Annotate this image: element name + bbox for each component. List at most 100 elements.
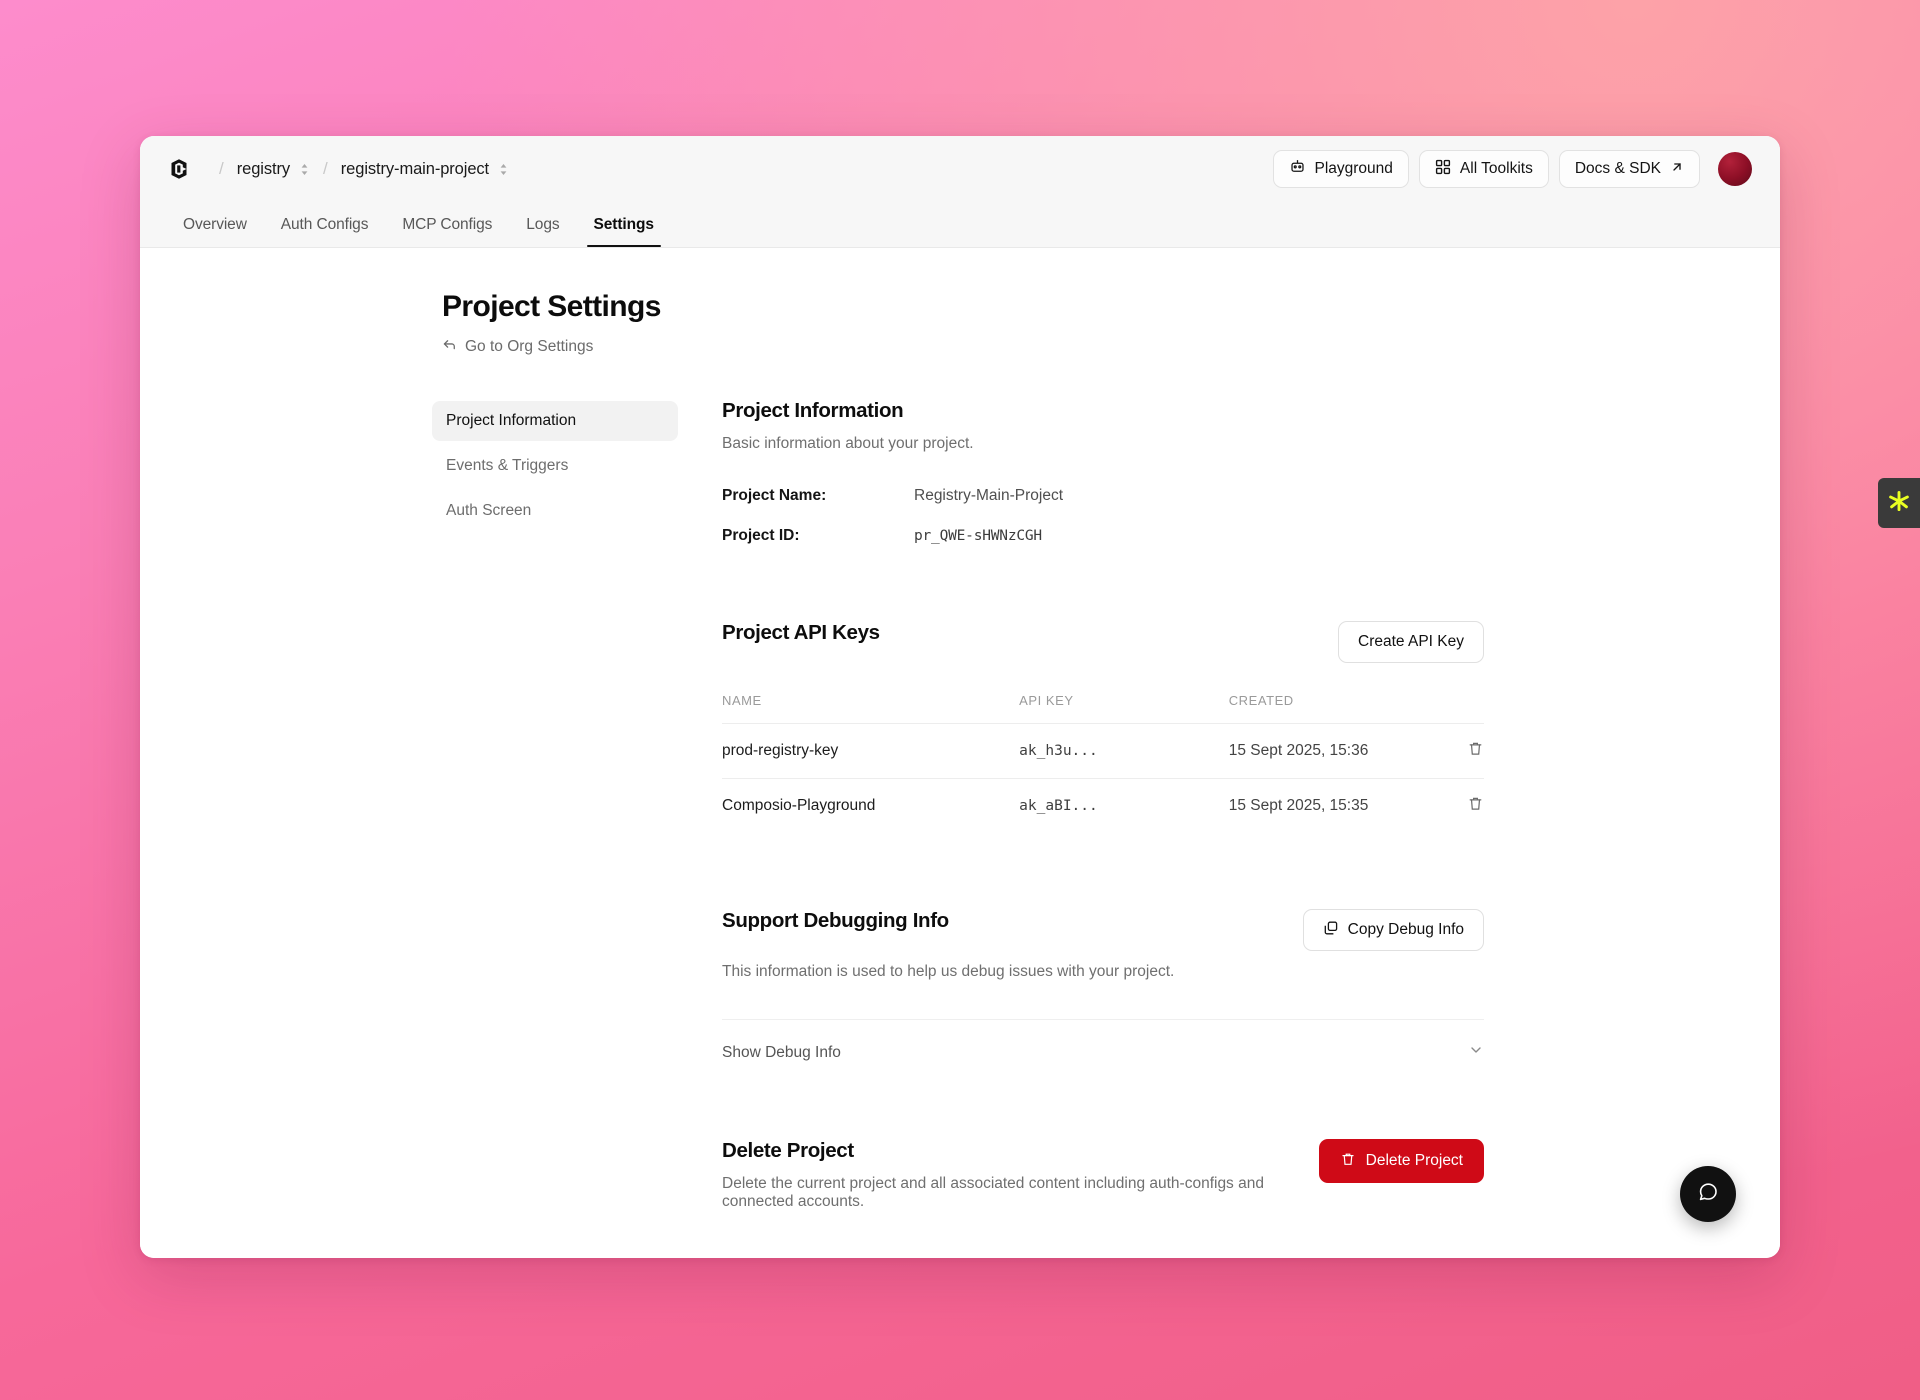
api-key-name: Composio-Playground xyxy=(722,778,1020,833)
chat-bubble-icon xyxy=(1696,1180,1720,1209)
trash-icon xyxy=(1340,1151,1356,1172)
api-keys-title: Project API Keys xyxy=(722,621,880,644)
project-name-value: Registry-Main-Project xyxy=(914,487,1064,504)
external-link-icon xyxy=(1670,160,1684,179)
delete-project-description: Delete the current project and all assoc… xyxy=(722,1175,1264,1210)
delete-project-section: Delete Project Delete the current projec… xyxy=(722,1139,1484,1211)
tab-mcp-configs[interactable]: MCP Configs xyxy=(385,202,509,247)
column-header-api-key: API KEY xyxy=(1019,693,1074,708)
project-information-section: Project Information Basic information ab… xyxy=(722,399,1484,545)
app-window: / registry / registry-main-project xyxy=(140,136,1780,1258)
project-information-title: Project Information xyxy=(722,399,904,422)
delete-project-label: Delete Project xyxy=(1365,1152,1463,1169)
asterisk-icon xyxy=(1886,488,1912,519)
page-title: Project Settings xyxy=(442,290,661,323)
breadcrumb-project[interactable]: registry-main-project xyxy=(341,160,509,179)
delete-project-button[interactable]: Delete Project xyxy=(1318,1139,1484,1183)
tab-bar: Overview Auth Configs MCP Configs Logs S… xyxy=(140,202,1780,248)
chevron-updown-icon xyxy=(498,161,509,178)
all-toolkits-label: All Toolkits xyxy=(1459,160,1533,177)
robot-icon xyxy=(1289,158,1306,180)
create-api-key-label: Create API Key xyxy=(1358,633,1464,650)
breadcrumb-separator-2: / xyxy=(323,159,328,178)
project-name-row: Project Name: Registry-Main-Project xyxy=(722,487,1484,505)
tab-logs-label: Logs xyxy=(526,215,560,233)
chevron-down-icon xyxy=(1468,1042,1484,1063)
sidebar-item-project-information[interactable]: Project Information xyxy=(432,401,678,441)
top-bar-actions: Playground All Toolkits Docs & SDK xyxy=(1272,150,1752,188)
breadcrumb-org[interactable]: registry xyxy=(237,160,310,179)
support-debugging-description: This information is used to help us debu… xyxy=(722,963,1175,980)
breadcrumb-project-label: registry-main-project xyxy=(340,159,490,178)
create-api-key-button[interactable]: Create API Key xyxy=(1338,621,1484,663)
composio-logo-icon[interactable] xyxy=(166,156,192,182)
support-chat-button[interactable] xyxy=(1680,1166,1736,1222)
column-header-created: CREATED xyxy=(1228,693,1294,708)
docs-sdk-label: Docs & SDK xyxy=(1574,160,1661,177)
table-row: Composio-Playground ak_aBI... 15 Sept 20… xyxy=(722,778,1484,833)
api-keys-header: Project API Keys Create API Key xyxy=(722,621,1484,663)
top-bar: / registry / registry-main-project xyxy=(140,136,1780,202)
api-key-value: ak_h3u... xyxy=(1019,723,1229,779)
api-key-created: 15 Sept 2025, 15:36 xyxy=(1228,723,1443,779)
project-id-row: Project ID: pr_QWE-sHWNzCGH xyxy=(722,527,1484,545)
playground-button[interactable]: Playground xyxy=(1272,150,1409,188)
project-id-key: Project ID: xyxy=(722,527,800,544)
settings-side-nav: Project Information Events & Triggers Au… xyxy=(432,399,678,1211)
table-row: prod-registry-key ak_h3u... 15 Sept 2025… xyxy=(722,723,1484,779)
api-keys-table: NAME API KEY CREATED prod-registry-key a… xyxy=(722,693,1484,833)
api-key-created: 15 Sept 2025, 15:35 xyxy=(1228,778,1443,833)
tab-auth-configs[interactable]: Auth Configs xyxy=(264,202,386,247)
show-debug-info-label: Show Debug Info xyxy=(722,1043,841,1061)
all-toolkits-button[interactable]: All Toolkits xyxy=(1418,150,1549,188)
sidebar-item-label: Events & Triggers xyxy=(446,457,569,474)
delete-project-header: Delete Project Delete the current projec… xyxy=(722,1139,1484,1211)
page-header: Project Settings Go to Org Settings xyxy=(140,290,1780,357)
tab-auth-configs-label: Auth Configs xyxy=(280,215,369,233)
support-debugging-section: Support Debugging Info Copy Debug Info xyxy=(722,909,1484,1063)
support-debugging-header: Support Debugging Info Copy Debug Info xyxy=(722,909,1484,951)
settings-body: Project Information Events & Triggers Au… xyxy=(140,399,1780,1211)
show-debug-info-toggle[interactable]: Show Debug Info xyxy=(722,1019,1484,1063)
api-key-name: prod-registry-key xyxy=(722,723,1020,779)
copy-icon xyxy=(1323,920,1339,941)
playground-label: Playground xyxy=(1314,160,1393,177)
project-information-subtitle: Basic information about your project. xyxy=(722,435,974,452)
project-id-value: pr_QWE-sHWNzCGH xyxy=(914,528,1042,544)
sidebar-item-label: Project Information xyxy=(446,412,577,429)
copy-debug-info-button[interactable]: Copy Debug Info xyxy=(1302,909,1484,951)
sidebar-item-events-triggers[interactable]: Events & Triggers xyxy=(432,446,678,486)
tab-settings[interactable]: Settings xyxy=(577,202,671,247)
tab-logs[interactable]: Logs xyxy=(509,202,576,247)
support-debugging-title: Support Debugging Info xyxy=(722,909,949,932)
user-avatar[interactable] xyxy=(1718,152,1752,186)
copy-debug-info-label: Copy Debug Info xyxy=(1347,921,1464,938)
tab-settings-label: Settings xyxy=(593,215,654,233)
api-key-value: ak_aBI... xyxy=(1019,778,1229,833)
go-to-org-settings-link[interactable]: Go to Org Settings xyxy=(442,337,593,357)
trash-icon[interactable] xyxy=(1467,740,1484,762)
trash-icon[interactable] xyxy=(1467,795,1484,817)
chevron-updown-icon xyxy=(299,161,310,178)
docs-sdk-button[interactable]: Docs & SDK xyxy=(1558,150,1700,188)
go-to-org-settings-label: Go to Org Settings xyxy=(465,338,594,355)
column-header-actions xyxy=(1442,693,1484,724)
arrow-return-icon xyxy=(442,337,457,357)
table-header-row: NAME API KEY CREATED xyxy=(722,693,1484,724)
settings-panel: Project Information Basic information ab… xyxy=(678,399,1780,1211)
settings-content: Project Settings Go to Org Settings Proj… xyxy=(140,248,1780,1258)
tab-overview-label: Overview xyxy=(183,215,247,233)
project-information-fields: Project Name: Registry-Main-Project Proj… xyxy=(722,487,1484,545)
api-keys-section: Project API Keys Create API Key NAME API… xyxy=(722,621,1484,833)
project-name-key: Project Name: xyxy=(722,487,827,504)
tab-mcp-configs-label: MCP Configs xyxy=(402,215,493,233)
column-header-name: NAME xyxy=(722,693,762,708)
sidebar-item-label: Auth Screen xyxy=(446,502,532,519)
feedback-side-tab[interactable] xyxy=(1878,478,1920,528)
breadcrumb-separator-1: / xyxy=(219,159,224,178)
delete-project-title: Delete Project xyxy=(722,1139,854,1162)
sidebar-item-auth-screen[interactable]: Auth Screen xyxy=(432,491,678,531)
tab-overview[interactable]: Overview xyxy=(166,202,264,247)
breadcrumb-org-label: registry xyxy=(236,159,291,178)
grid-icon xyxy=(1435,159,1451,180)
